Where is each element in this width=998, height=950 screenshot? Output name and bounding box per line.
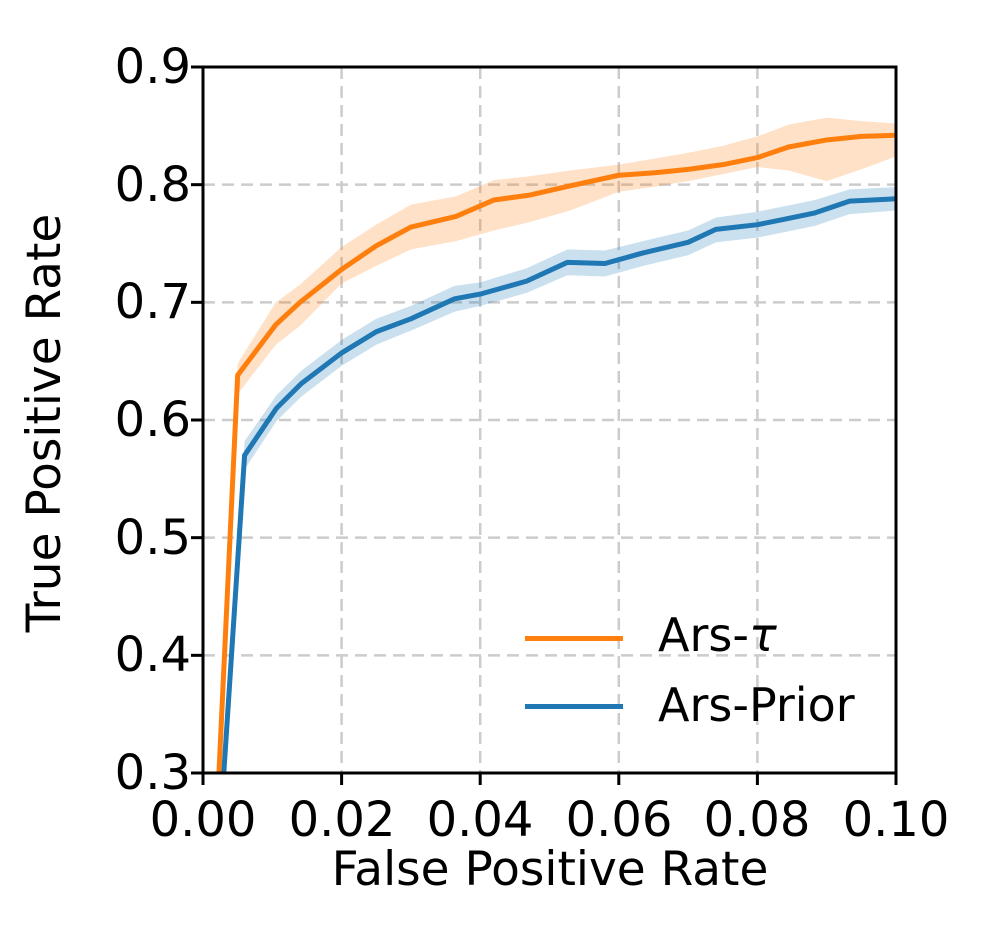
x-tick-label: 0.04 [426, 792, 534, 848]
y-tick-label: 0.5 [114, 510, 191, 566]
x-tick-label: 0.00 [149, 792, 257, 848]
x-axis-label: False Positive Rate [331, 842, 769, 897]
y-axis-label: True Positive Rate [17, 213, 72, 633]
axes-spines [201, 65, 898, 775]
y-tick-label: 0.3 [114, 745, 191, 801]
x-tick-label: 0.10 [842, 792, 950, 848]
confidence-band [223, 187, 896, 773]
gridlines [201, 65, 898, 775]
legend-swatch-ars-prior [525, 704, 623, 709]
y-tick-label: 0.4 [114, 627, 191, 683]
y-tick-label: 0.8 [114, 157, 191, 213]
x-tick-label: 0.06 [565, 792, 673, 848]
legend-label-ars-prior: Ars-Prior [658, 678, 855, 732]
legend-label-ars-tau: Ars-τ [658, 609, 777, 661]
legend-label-ars-tau-prefix: Ars- [658, 608, 749, 662]
y-tick-label: 0.9 [114, 39, 191, 95]
y-tick-label: 0.7 [114, 274, 191, 330]
x-tick-label: 0.02 [288, 792, 396, 848]
legend-swatch-ars-tau [525, 636, 623, 641]
x-tick-label: 0.08 [703, 792, 811, 848]
tau-symbol: τ [748, 608, 777, 662]
mean-line [216, 132, 896, 773]
series-group [216, 117, 896, 773]
mean-line [221, 196, 896, 773]
y-tick-label: 0.6 [114, 392, 191, 448]
tick-marks [191, 65, 898, 785]
